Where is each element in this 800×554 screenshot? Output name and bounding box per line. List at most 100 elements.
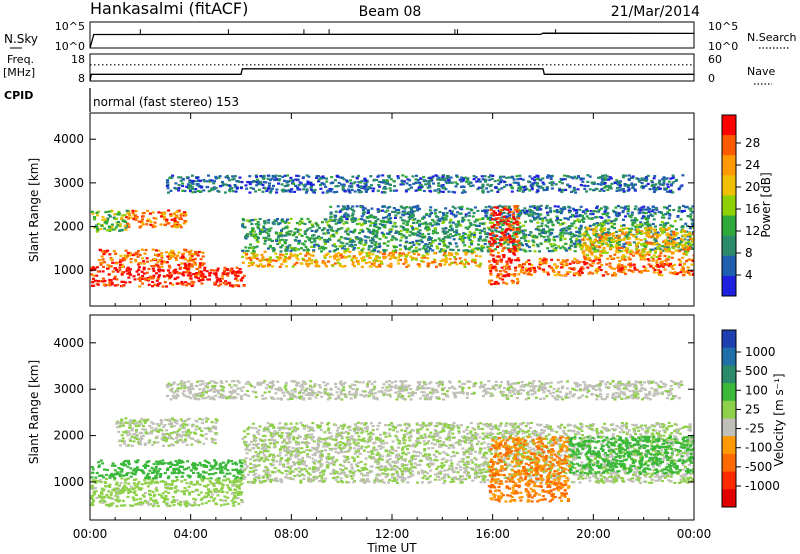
heatmap-cell — [689, 209, 693, 212]
heatmap-cell — [644, 217, 648, 220]
heatmap-cell — [367, 185, 371, 189]
heatmap-cell — [403, 219, 407, 222]
heatmap-cell — [283, 185, 287, 188]
heatmap-cell — [356, 259, 360, 263]
heatmap-cell — [606, 184, 610, 188]
heatmap-cell — [505, 218, 509, 221]
heatmap-cell — [594, 227, 598, 230]
heatmap-cell — [505, 176, 509, 179]
heatmap-cell — [277, 182, 280, 185]
heatmap-cell — [218, 185, 222, 188]
heatmap-cell — [363, 182, 367, 185]
heatmap-cell — [575, 260, 578, 263]
heatmap-cell — [536, 221, 540, 224]
heatmap-cell — [143, 252, 147, 255]
heatmap-cell — [442, 220, 446, 224]
heatmap-cell — [441, 237, 445, 241]
heatmap-cell — [403, 228, 407, 231]
heatmap-cell — [284, 248, 288, 251]
heatmap-cell — [381, 223, 384, 226]
heatmap-cell — [669, 262, 673, 265]
heatmap-cell — [194, 274, 198, 277]
heatmap-cell — [675, 272, 679, 276]
heatmap-cell — [422, 244, 426, 248]
heatmap-cell — [491, 234, 495, 237]
heatmap-cell — [250, 222, 254, 226]
heatmap-cell — [116, 283, 120, 287]
heatmap-cell — [446, 230, 450, 233]
heatmap-cell — [298, 223, 302, 226]
heatmap-cell — [450, 229, 454, 232]
heatmap-cell — [486, 245, 490, 249]
heatmap-cell — [96, 214, 99, 217]
heatmap-cell — [249, 186, 253, 189]
heatmap-cell — [372, 264, 376, 267]
heatmap-cell — [480, 247, 484, 250]
heatmap-cell — [267, 221, 271, 224]
heatmap-cell — [238, 176, 242, 179]
heatmap-cell — [169, 282, 172, 285]
heatmap-cell — [468, 181, 472, 184]
heatmap-cell — [690, 270, 694, 273]
heatmap-cell — [286, 218, 289, 221]
heatmap-cell — [131, 209, 135, 212]
heatmap-cell — [120, 228, 124, 231]
heatmap-cell — [293, 249, 297, 252]
heatmap-cell — [518, 189, 522, 192]
heatmap-cell — [353, 247, 357, 250]
heatmap-cell — [361, 251, 365, 254]
heatmap-cell — [678, 263, 682, 266]
heatmap-cell — [548, 207, 552, 210]
heatmap-cell — [124, 257, 128, 260]
heatmap-cell — [346, 247, 350, 250]
heatmap-cell — [169, 189, 173, 192]
heatmap-cell — [498, 212, 502, 215]
heatmap-cell — [351, 257, 355, 260]
heatmap-cell — [473, 220, 477, 223]
heatmap-cell — [497, 223, 501, 226]
heatmap-cell — [231, 190, 235, 193]
heatmap-cell — [172, 224, 176, 227]
heatmap-cell — [404, 259, 408, 262]
heatmap-cell — [160, 265, 164, 268]
heatmap-cell — [528, 273, 532, 276]
heatmap-cell — [363, 207, 367, 210]
heatmap-cell — [157, 253, 161, 256]
heatmap-cell — [262, 227, 266, 230]
heatmap-cell — [501, 218, 505, 221]
heatmap-cell — [621, 232, 625, 235]
heatmap-cell — [133, 490, 137, 493]
heatmap-cell — [293, 263, 297, 266]
heatmap-cell — [450, 252, 454, 255]
heatmap-cell — [471, 258, 475, 261]
heatmap-cell — [633, 189, 637, 192]
heatmap-cell — [619, 268, 623, 271]
heatmap-cell — [212, 186, 216, 189]
heatmap-cell — [143, 479, 147, 482]
heatmap-cell — [556, 217, 559, 220]
heatmap-cell — [534, 228, 538, 231]
heatmap-cell — [519, 231, 523, 234]
heatmap-cell — [683, 238, 687, 241]
heatmap-cell — [605, 251, 609, 254]
heatmap-cell — [248, 246, 251, 249]
heatmap-cell — [160, 211, 164, 214]
heatmap-cell — [554, 183, 558, 186]
heatmap-cell — [511, 176, 515, 179]
heatmap-cell — [509, 241, 512, 244]
heatmap-cell — [662, 180, 666, 183]
heatmap-cell — [263, 250, 267, 253]
heatmap-cell — [654, 207, 658, 210]
heatmap-cell — [255, 175, 259, 178]
heatmap-cell — [154, 263, 158, 266]
heatmap-cell — [146, 260, 149, 263]
heatmap-cell — [123, 254, 127, 257]
heatmap-cell — [407, 248, 411, 251]
heatmap-cell — [462, 178, 466, 181]
heatmap-cell — [636, 177, 640, 181]
heatmap-cell — [149, 221, 153, 224]
heatmap-cell — [387, 175, 390, 178]
heatmap-cell — [165, 184, 169, 187]
heatmap-cell — [169, 275, 172, 278]
heatmap-cell — [387, 232, 391, 236]
